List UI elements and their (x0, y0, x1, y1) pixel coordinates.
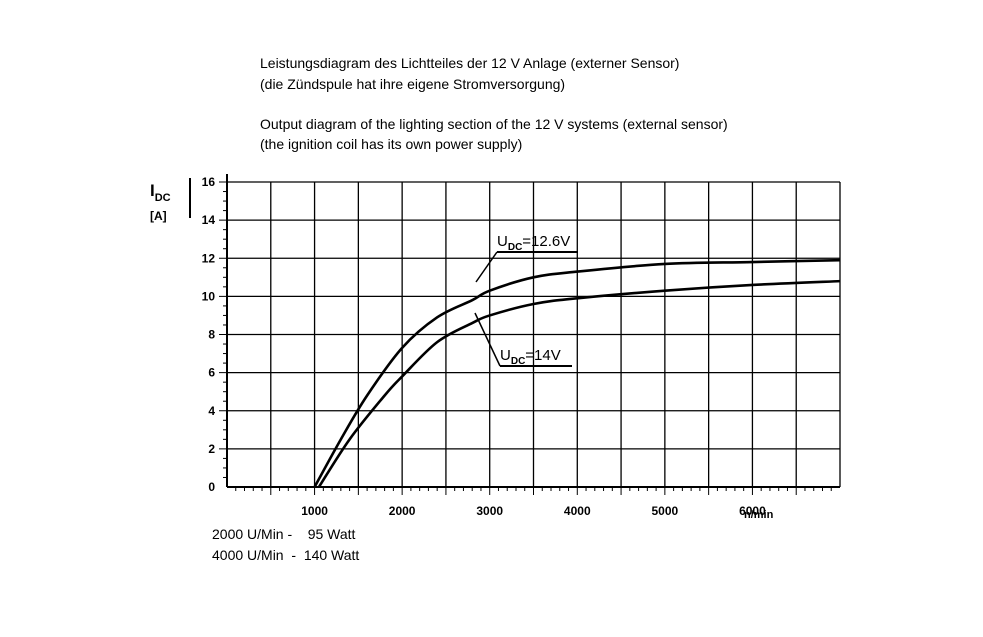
x-tick-label: 6000 (739, 504, 766, 518)
series-label-12-6v-text: UDC=12.6V (497, 233, 570, 253)
x-axis-label: n/min (744, 509, 774, 521)
title-line-2: (die Zündspule hat ihre eigene Stromvers… (260, 76, 566, 92)
y-tick-label: 12 (202, 251, 216, 265)
y-tick-label: 10 (202, 289, 216, 303)
tick-labels: 1000 2000 3000 4000 5000 6000 0 2 4 6 8 10 12 14 16 (202, 175, 766, 518)
y-axis-unit: [A] (150, 209, 167, 223)
series-line-14v (317, 279, 841, 488)
grid (227, 181, 841, 487)
title-line-1: Leistungsdiagram des Lichtteiles der 12 … (260, 55, 680, 71)
x-tick-label: 4000 (564, 504, 591, 518)
x-tick-label: 3000 (476, 504, 503, 518)
y-tick-label: 4 (208, 404, 215, 418)
series-label-14v-leader (474, 312, 501, 367)
y-tick-label: 2 (208, 442, 215, 456)
y-tick-label: 0 (208, 480, 215, 494)
y-tick-label: 14 (202, 213, 216, 227)
y-tick-label: 16 (202, 175, 216, 189)
series-label-14v: UDC=14V (474, 312, 572, 367)
series-label-14v-text: UDC=14V (500, 347, 561, 367)
x-tick-label: 1000 (301, 504, 328, 518)
x-tick-label: 5000 (652, 504, 679, 518)
axes (189, 174, 840, 495)
title-line-4: (the ignition coil has its own power sup… (260, 136, 523, 152)
y-tick-label: 8 (208, 328, 215, 342)
power-note-1: 2000 U/Min - 95 Watt (212, 526, 356, 542)
x-tick-label: 2000 (389, 504, 416, 518)
series-label-12-6v-leader (475, 251, 498, 283)
y-axis-label: IDC (150, 181, 171, 204)
power-note-2: 4000 U/Min - 140 Watt (212, 547, 360, 563)
y-tick-label: 6 (208, 366, 215, 380)
series-label-12-6v: UDC=12.6V (475, 233, 578, 283)
series-line-12-6v (313, 258, 841, 488)
title-line-3: Output diagram of the lighting section o… (260, 116, 728, 132)
series-lines (313, 258, 841, 488)
